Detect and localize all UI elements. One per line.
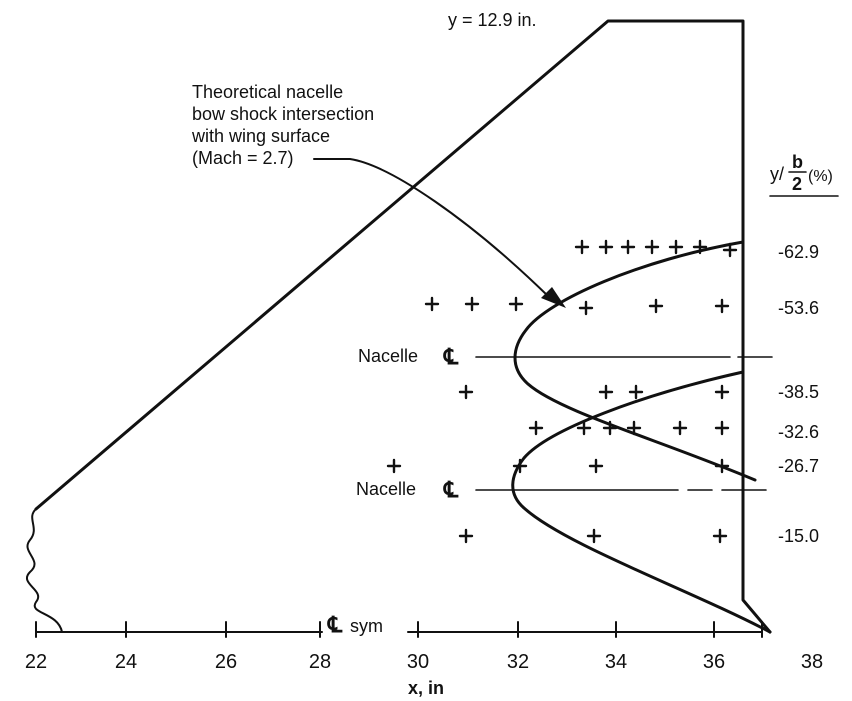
- x-tick-label: 26: [215, 651, 237, 673]
- pressure-tap-marker: [626, 420, 642, 436]
- annotation-line: bow shock intersection: [192, 104, 374, 124]
- centerline-icon: ℄: [327, 612, 343, 637]
- pressure-tap-marker: [712, 528, 728, 544]
- header-suffix: (%): [808, 168, 833, 185]
- pressure-tap-marker: [508, 296, 524, 312]
- pressure-tap-marker: [602, 420, 618, 436]
- pressure-tap-marker: [644, 239, 660, 255]
- x-ticks: [35, 621, 763, 638]
- pressure-tap-marker: [628, 384, 644, 400]
- x-tick-label: 32: [507, 651, 529, 673]
- annotation-leader-line: [313, 158, 549, 297]
- nacelle-label: Nacelle: [358, 346, 418, 366]
- pressure-tap-marker: [648, 298, 664, 314]
- header-numerator: b: [792, 152, 803, 172]
- pressure-tap-marker: [578, 300, 594, 316]
- pressure-tap-marker: [424, 296, 440, 312]
- annotation-line: Theoretical nacelle: [192, 82, 343, 102]
- bow-shock-curves: [511, 240, 772, 634]
- lower-nacelle-shock: [511, 370, 772, 634]
- annotation-line: (Mach = 2.7): [192, 148, 294, 168]
- pressure-tap-marker: [386, 458, 402, 474]
- span-station-value: -32.6: [778, 422, 819, 442]
- pressure-tap-marker: [598, 239, 614, 255]
- span-label: y = 12.9 in.: [448, 10, 537, 30]
- pressure-tap-markers: [386, 239, 738, 544]
- pressure-tap-marker: [458, 528, 474, 544]
- pressure-tap-marker: [620, 239, 636, 255]
- pressure-tap-marker: [458, 384, 474, 400]
- nacelle-label: Nacelle: [356, 479, 416, 499]
- pressure-tap-marker: [528, 420, 544, 436]
- pressure-tap-marker: [692, 239, 708, 255]
- x-tick-label: 24: [115, 651, 137, 673]
- x-axis-title: x, in: [408, 678, 444, 698]
- annotation-arrowhead: [541, 287, 566, 308]
- pressure-tap-marker: [598, 384, 614, 400]
- upper-nacelle-shock: [513, 240, 757, 482]
- pressure-tap-marker: [714, 420, 730, 436]
- centerline-icon: ℄: [443, 344, 459, 369]
- annotation-line: with wing surface: [191, 126, 330, 146]
- x-tick-label: 28: [309, 651, 331, 673]
- header-denominator: 2: [792, 174, 802, 194]
- pressure-tap-marker: [668, 239, 684, 255]
- x-tick-label: 22: [25, 651, 47, 673]
- x-axis: 22 24 26 28 30 32 34 36 38 x, in: [25, 621, 823, 698]
- pressure-tap-marker: [714, 384, 730, 400]
- pressure-tap-marker: [464, 296, 480, 312]
- x-tick-label: 30: [407, 651, 429, 673]
- span-station-value: -15.0: [778, 526, 819, 546]
- sym-label: sym: [350, 616, 383, 636]
- pressure-tap-marker: [574, 239, 590, 255]
- nacelle-centerlines: Nacelle ℄ Nacelle ℄: [356, 344, 773, 502]
- pressure-tap-marker: [672, 420, 688, 436]
- pressure-tap-marker: [714, 298, 730, 314]
- pressure-tap-marker: [722, 242, 738, 258]
- x-tick-label: 34: [605, 651, 627, 673]
- wing-outline: [26, 19, 772, 634]
- span-station-value: -38.5: [778, 382, 819, 402]
- right-column-values: -62.9 -53.6 -38.5 -32.6 -26.7 -15.0: [778, 242, 819, 546]
- pressure-tap-marker: [586, 528, 602, 544]
- span-station-value: -26.7: [778, 456, 819, 476]
- wing-break-line: [26, 508, 63, 633]
- shock-annotation: Theoretical nacelle bow shock intersecti…: [191, 82, 566, 308]
- wing-outline-path: [34, 19, 772, 634]
- header-prefix: y/: [770, 164, 784, 184]
- pressure-tap-marker: [588, 458, 604, 474]
- x-tick-label: 38: [801, 651, 823, 673]
- pressure-tap-marker: [512, 458, 528, 474]
- pressure-tap-marker: [714, 458, 730, 474]
- centerline-icon: ℄: [443, 477, 459, 502]
- pressure-tap-marker: [576, 420, 592, 436]
- span-station-value: -53.6: [778, 298, 819, 318]
- right-column-header: y/ b 2 (%): [769, 152, 839, 197]
- span-station-value: -62.9: [778, 242, 819, 262]
- centerline-sym: ℄ sym: [327, 612, 383, 637]
- x-tick-labels: 22 24 26 28 30 32 34 36 38: [25, 651, 823, 673]
- x-tick-label: 36: [703, 651, 725, 673]
